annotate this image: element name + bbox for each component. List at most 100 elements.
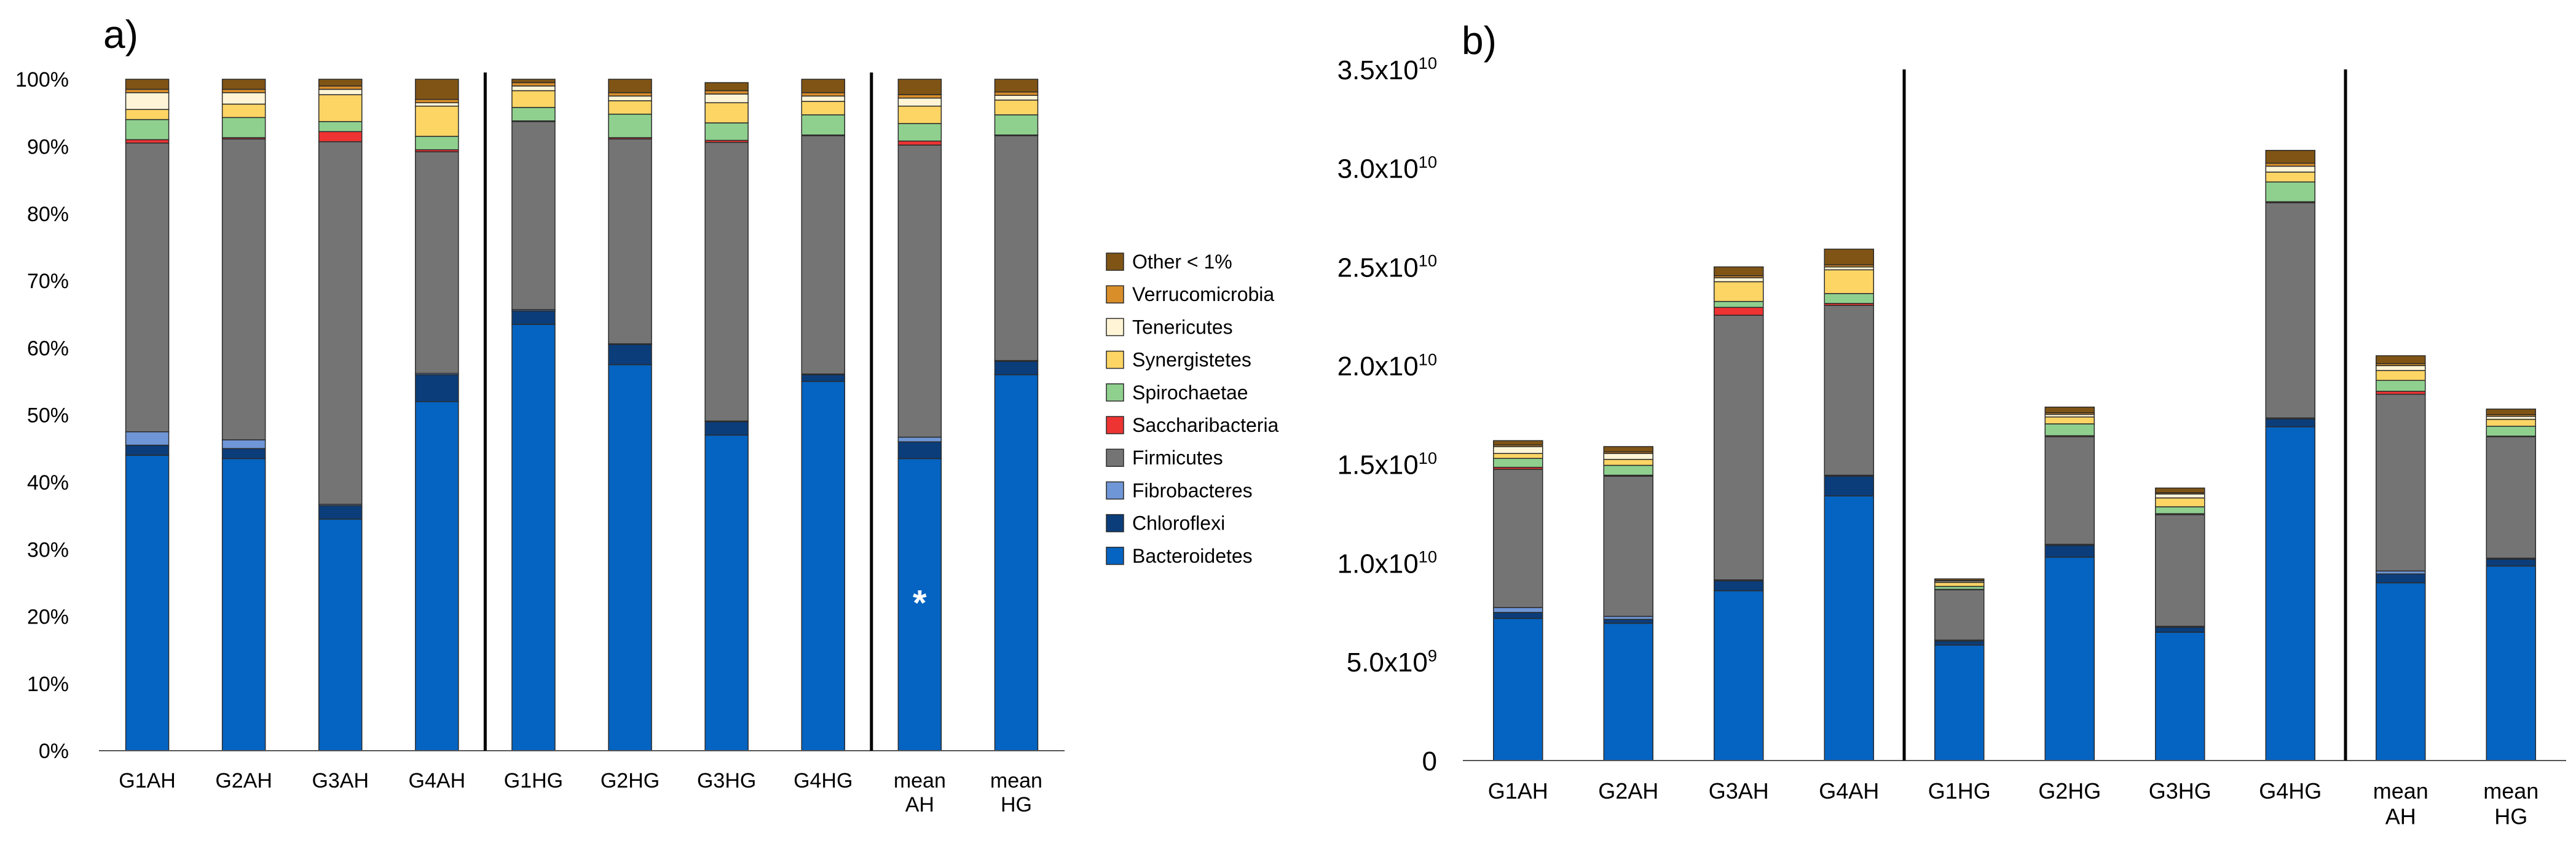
panel-a-bar-segment <box>704 82 749 92</box>
panel-a-bar-segment <box>125 139 170 144</box>
panel-b-bar-segment <box>1824 305 1874 476</box>
panel-b-bar-segment <box>1603 619 1653 624</box>
panel-a-bar-segment <box>318 141 363 505</box>
panel-a-bar-segment <box>125 119 170 141</box>
panel-a-bar-segment <box>415 102 459 107</box>
panel-a-bar-segment <box>415 99 459 104</box>
legend-swatch <box>1106 547 1124 565</box>
panel-b-bar-segment <box>1824 475 1874 497</box>
panel-b-bar-segment <box>1493 607 1543 613</box>
legend-label: Verrucomicrobia <box>1132 283 1274 305</box>
panel-b-bar-segment <box>1714 307 1764 316</box>
legend-swatch <box>1106 448 1124 467</box>
panel-b-bar-segment <box>1824 269 1874 294</box>
panel-a-bar-segment <box>801 95 845 102</box>
panel-a-bar-segment <box>704 141 749 422</box>
panel-b-bar-segment <box>1714 266 1764 276</box>
panel-b-ytick-label: 0 <box>1422 746 1437 777</box>
panel-b-ytick-label: 2.5x1010 <box>1337 251 1437 283</box>
panel-b-bar-segment <box>1824 293 1874 304</box>
panel-b-bar-segment <box>1493 617 1543 761</box>
panel-a-bar-segment <box>221 448 266 460</box>
panel-a-ytick-label: 70% <box>27 270 69 293</box>
panel-a-bar-segment <box>125 143 170 432</box>
panel-a-category-label: G1HG <box>504 769 563 792</box>
panel-a-category-label: HG <box>1001 793 1032 816</box>
panel-a-bar-segment <box>801 381 845 751</box>
panel-a-bar-segment <box>608 95 652 101</box>
panel-a-bar-segment <box>994 361 1039 375</box>
panel-a-ytick-label: 100% <box>15 68 69 92</box>
panel-a-bar-segment <box>318 131 363 143</box>
panel-b-bar-segment <box>2155 506 2205 514</box>
panel-b-bar-segment <box>1934 582 1985 587</box>
panel-a-category-label: G2AH <box>215 769 272 792</box>
panel-a-bar-segment <box>608 79 652 93</box>
panel-b-category-label: G2AH <box>1598 778 1658 804</box>
panel-b-ytick-label: 2.0x1010 <box>1337 350 1437 381</box>
panel-b-ytick-label: 5.0x109 <box>1347 646 1437 678</box>
panel-b-bar-segment <box>2155 497 2205 507</box>
panel-b-bar-segment <box>2486 558 2536 567</box>
panel-b-bar-segment <box>2155 493 2205 499</box>
panel-a-category-label: G3AH <box>312 769 369 792</box>
panel-a-bar-segment <box>897 105 942 124</box>
panel-a-category-label: G1AH <box>119 769 176 792</box>
panel-a-bar-segment <box>125 455 170 751</box>
legend-label: Synergistetes <box>1132 349 1251 371</box>
panel-b-bar-segment <box>1934 644 1985 761</box>
panel-a-bar-segment <box>704 102 749 123</box>
panel-a-bar-segment <box>511 79 556 84</box>
panel-a-bar-segment <box>511 82 556 87</box>
legend-label: Spirochaetae <box>1132 381 1248 404</box>
panel-a-legend: Other < 1% Verrucomicrobia Tenericutes Syne… <box>1106 251 1279 567</box>
panel-b-bar-segment <box>2376 582 2426 761</box>
panel-a-bar-segment <box>608 114 652 138</box>
panel-a-bar-segment <box>994 79 1039 93</box>
panel-b-bar-segment <box>2044 544 2095 558</box>
panel-a-bar-segment <box>415 401 459 751</box>
panel-a-bar-segment <box>415 374 459 402</box>
panel-b-bar-segment <box>1714 281 1764 302</box>
panel-a-bar-segment <box>801 135 845 375</box>
panel-a-bar-segment <box>897 436 942 442</box>
panel-b-bar-segment <box>1714 277 1764 283</box>
panel-b-bar-segment <box>1714 315 1764 581</box>
panel-b-category-label: G2HG <box>2038 778 2101 804</box>
panel-b-bar-segment <box>1714 300 1764 308</box>
panel-a-bar-segment <box>415 136 459 151</box>
panel-b-bar-segment <box>1493 458 1543 468</box>
panel-b-ytick-label: 3.5x1010 <box>1337 53 1437 85</box>
panel-a-bar-segment <box>125 88 170 93</box>
panel-b-bar-segment <box>1493 612 1543 619</box>
panel-b-bar-segment <box>1714 590 1764 761</box>
panel-a-bar-segment <box>415 105 459 137</box>
panel-a-bar-segment <box>704 122 749 141</box>
panel-a-category-label: mean <box>894 769 946 792</box>
legend-label: Tenericutes <box>1132 316 1233 338</box>
panel-a-bar-segment <box>511 90 556 108</box>
panel-a-bar-segment <box>897 97 942 107</box>
panel-a-bar-segment <box>511 85 556 92</box>
legend-swatch <box>1106 416 1124 434</box>
panel-b-bar-segment <box>1824 248 1874 265</box>
panel-b-bar-segment <box>2376 573 2426 584</box>
panel-b-bar-segment <box>2155 487 2205 493</box>
panel-a-category-label: G4AH <box>409 769 466 792</box>
panel-a-bar-segment <box>801 92 845 97</box>
panel-a-ytick-label: 40% <box>27 471 69 495</box>
panel-b-bar-segment <box>1603 453 1653 460</box>
panel-b-category-label: G3AH <box>1709 778 1769 804</box>
panel-a-label: a) <box>103 12 138 57</box>
panel-b-bar-segment <box>2486 436 2536 559</box>
legend-label: Chloroflexi <box>1132 512 1225 534</box>
panel-a-bar-segment <box>608 92 652 97</box>
panel-b-bar-segment <box>1603 622 1653 761</box>
legend-swatch <box>1106 383 1124 402</box>
panel-a-ytick-label: 50% <box>27 404 69 428</box>
panel-a-bar-segment <box>897 140 942 146</box>
panel-a-bar-segment <box>221 92 266 105</box>
panel-b-category-label: G4HG <box>2259 778 2322 804</box>
panel-a-bar-segment <box>801 374 845 382</box>
panel-a-category-label: G4HG <box>794 769 853 792</box>
